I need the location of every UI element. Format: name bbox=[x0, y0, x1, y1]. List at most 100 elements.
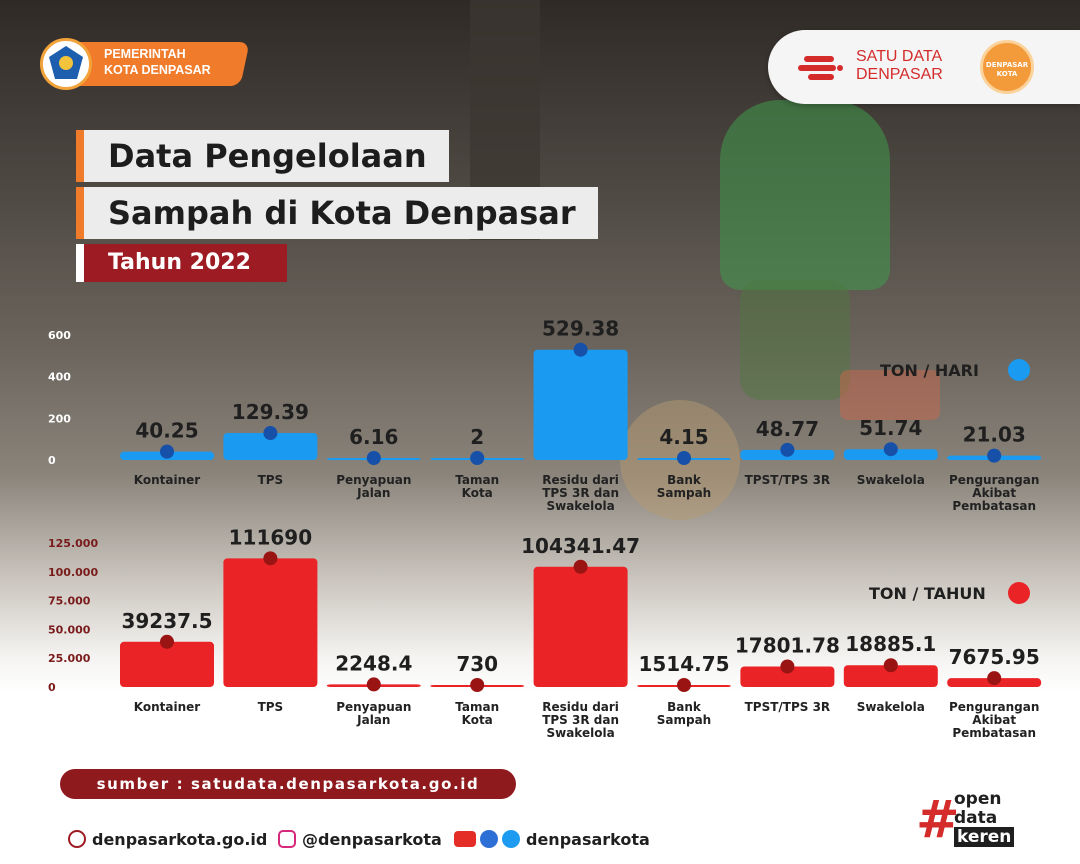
bar-dot bbox=[883, 658, 898, 673]
category-label: Bank Sampah bbox=[657, 473, 711, 500]
category-label-line: Sampah bbox=[657, 486, 711, 500]
tag-line3: keren bbox=[954, 827, 1015, 847]
twitter-icon bbox=[502, 830, 520, 848]
category-label: Penyapuan Jalan bbox=[336, 473, 411, 500]
bar-dot bbox=[263, 426, 278, 441]
category-label: Residu dari TPS 3R dan Swakelola bbox=[542, 473, 619, 513]
government-name: PEMERINTAH KOTA DENPASAR bbox=[104, 46, 211, 78]
instagram-icon bbox=[278, 830, 296, 848]
hash-symbol: # bbox=[916, 790, 960, 850]
category-label: Swakelola bbox=[857, 700, 925, 714]
value-label: 4.15 bbox=[659, 425, 708, 449]
category-label-line: TPS bbox=[258, 700, 284, 714]
y-tick-label: 50.000 bbox=[48, 623, 91, 636]
category-label: TPST/TPS 3R bbox=[745, 473, 831, 487]
category-label-line: Bank bbox=[667, 700, 702, 714]
legend-dot bbox=[1008, 582, 1030, 604]
bar bbox=[223, 433, 318, 460]
bar bbox=[533, 566, 628, 687]
satu-data-logo-icon bbox=[798, 56, 843, 80]
category-label-line: Taman bbox=[455, 700, 499, 714]
value-label: 7675.95 bbox=[949, 645, 1040, 669]
bar-dot bbox=[883, 442, 898, 457]
title-line1: Data Pengelolaan bbox=[76, 130, 449, 182]
bar bbox=[223, 558, 318, 687]
category-label-line: TPST/TPS 3R bbox=[745, 700, 831, 714]
bar-dot bbox=[470, 678, 485, 692]
category-label-line: Swakelola bbox=[546, 726, 614, 740]
category-label-line: Akibat bbox=[972, 713, 1016, 727]
bar bbox=[120, 641, 214, 687]
y-tick-label: 125.000 bbox=[48, 537, 98, 550]
category-label: Bank Sampah bbox=[657, 700, 711, 727]
footer-website: denpasarkota.go.id bbox=[68, 826, 267, 852]
city-emblem-icon bbox=[40, 38, 92, 90]
category-label-line: Taman bbox=[455, 473, 499, 487]
satu-data-header: SATU DATA DENPASAR DENPASAR KOTA bbox=[768, 30, 1080, 104]
instagram-text: @denpasarkota bbox=[302, 829, 442, 849]
bar-dot bbox=[160, 444, 174, 459]
category-label-line: Penyapuan bbox=[336, 700, 411, 714]
category-label-line: TPS 3R dan bbox=[542, 486, 619, 500]
category-label: TPS bbox=[258, 473, 284, 487]
value-label: 111690 bbox=[229, 525, 313, 549]
bar-dot bbox=[677, 451, 691, 465]
tag-line2: data bbox=[954, 808, 998, 828]
y-tick-label: 25.000 bbox=[48, 652, 91, 665]
category-label: Pengurangan Akibat Pembatasan bbox=[949, 700, 1039, 740]
category-label: Kontainer bbox=[134, 473, 201, 487]
background-dustpan bbox=[840, 370, 940, 420]
category-label-line: Jalan bbox=[356, 486, 390, 500]
value-label: 40.25 bbox=[135, 419, 198, 443]
bar-dot bbox=[470, 451, 485, 465]
category-label-line: Penyapuan bbox=[336, 473, 411, 487]
value-label: 104341.47 bbox=[521, 534, 640, 558]
bar-dot bbox=[780, 659, 795, 674]
bar-dot bbox=[366, 451, 381, 465]
y-tick-label: 75.000 bbox=[48, 595, 91, 608]
category-label: Pengurangan Akibat Pembatasan bbox=[949, 473, 1039, 513]
category-label-line: Jalan bbox=[356, 713, 390, 727]
badge-line2: KOTA bbox=[996, 70, 1018, 78]
category-label-line: TPS 3R dan bbox=[542, 713, 619, 727]
category-label-line: Swakelola bbox=[857, 700, 925, 714]
category-label-line: Swakelola bbox=[546, 499, 614, 513]
category-label: Swakelola bbox=[857, 473, 925, 487]
tag-line1: open bbox=[954, 789, 1002, 809]
footer-social: denpasarkota bbox=[454, 826, 650, 852]
y-tick-label: 0 bbox=[48, 681, 56, 694]
website-text: denpasarkota.go.id bbox=[92, 829, 268, 849]
youtube-icon bbox=[454, 831, 476, 847]
source-label: sumber : satudata.denpasarkota.go.id bbox=[60, 769, 516, 799]
category-label: Kontainer bbox=[134, 700, 201, 714]
bar-dot bbox=[987, 448, 1002, 463]
value-label: 730 bbox=[456, 652, 498, 676]
government-name-line1: PEMERINTAH bbox=[104, 47, 186, 61]
value-label: 129.39 bbox=[232, 400, 309, 424]
category-label: Residu dari TPS 3R dan Swakelola bbox=[542, 700, 619, 740]
category-label-line: Pembatasan bbox=[952, 726, 1036, 740]
bar bbox=[740, 666, 835, 687]
footer-instagram: @denpasarkota bbox=[278, 826, 442, 852]
bar-dot bbox=[160, 634, 174, 649]
category-label: Taman Kota bbox=[455, 473, 499, 500]
open-data-keren-logo: # open data keren bbox=[916, 790, 1046, 850]
category-label-line: Bank bbox=[667, 473, 702, 487]
category-label-line: Kontainer bbox=[134, 700, 201, 714]
category-label-line: Akibat bbox=[972, 486, 1016, 500]
bar-dot bbox=[573, 342, 588, 357]
bar-dot bbox=[780, 442, 795, 457]
bar-dot bbox=[677, 678, 691, 692]
category-label-line: Swakelola bbox=[857, 473, 925, 487]
bar bbox=[843, 665, 938, 687]
value-label: 48.77 bbox=[756, 417, 819, 441]
y-tick-label: 400 bbox=[48, 371, 71, 384]
category-label-line: Residu dari bbox=[542, 473, 619, 487]
social-text: denpasarkota bbox=[526, 829, 650, 849]
y-tick-label: 0 bbox=[48, 454, 56, 467]
category-label-line: Pengurangan bbox=[949, 473, 1039, 487]
charts: 0 200 400 600 40.25 Kontainer 129.39 TPS 6.16 Pen… bbox=[48, 317, 1042, 740]
value-label: 2 bbox=[470, 425, 484, 449]
value-label: 529.38 bbox=[542, 317, 619, 341]
